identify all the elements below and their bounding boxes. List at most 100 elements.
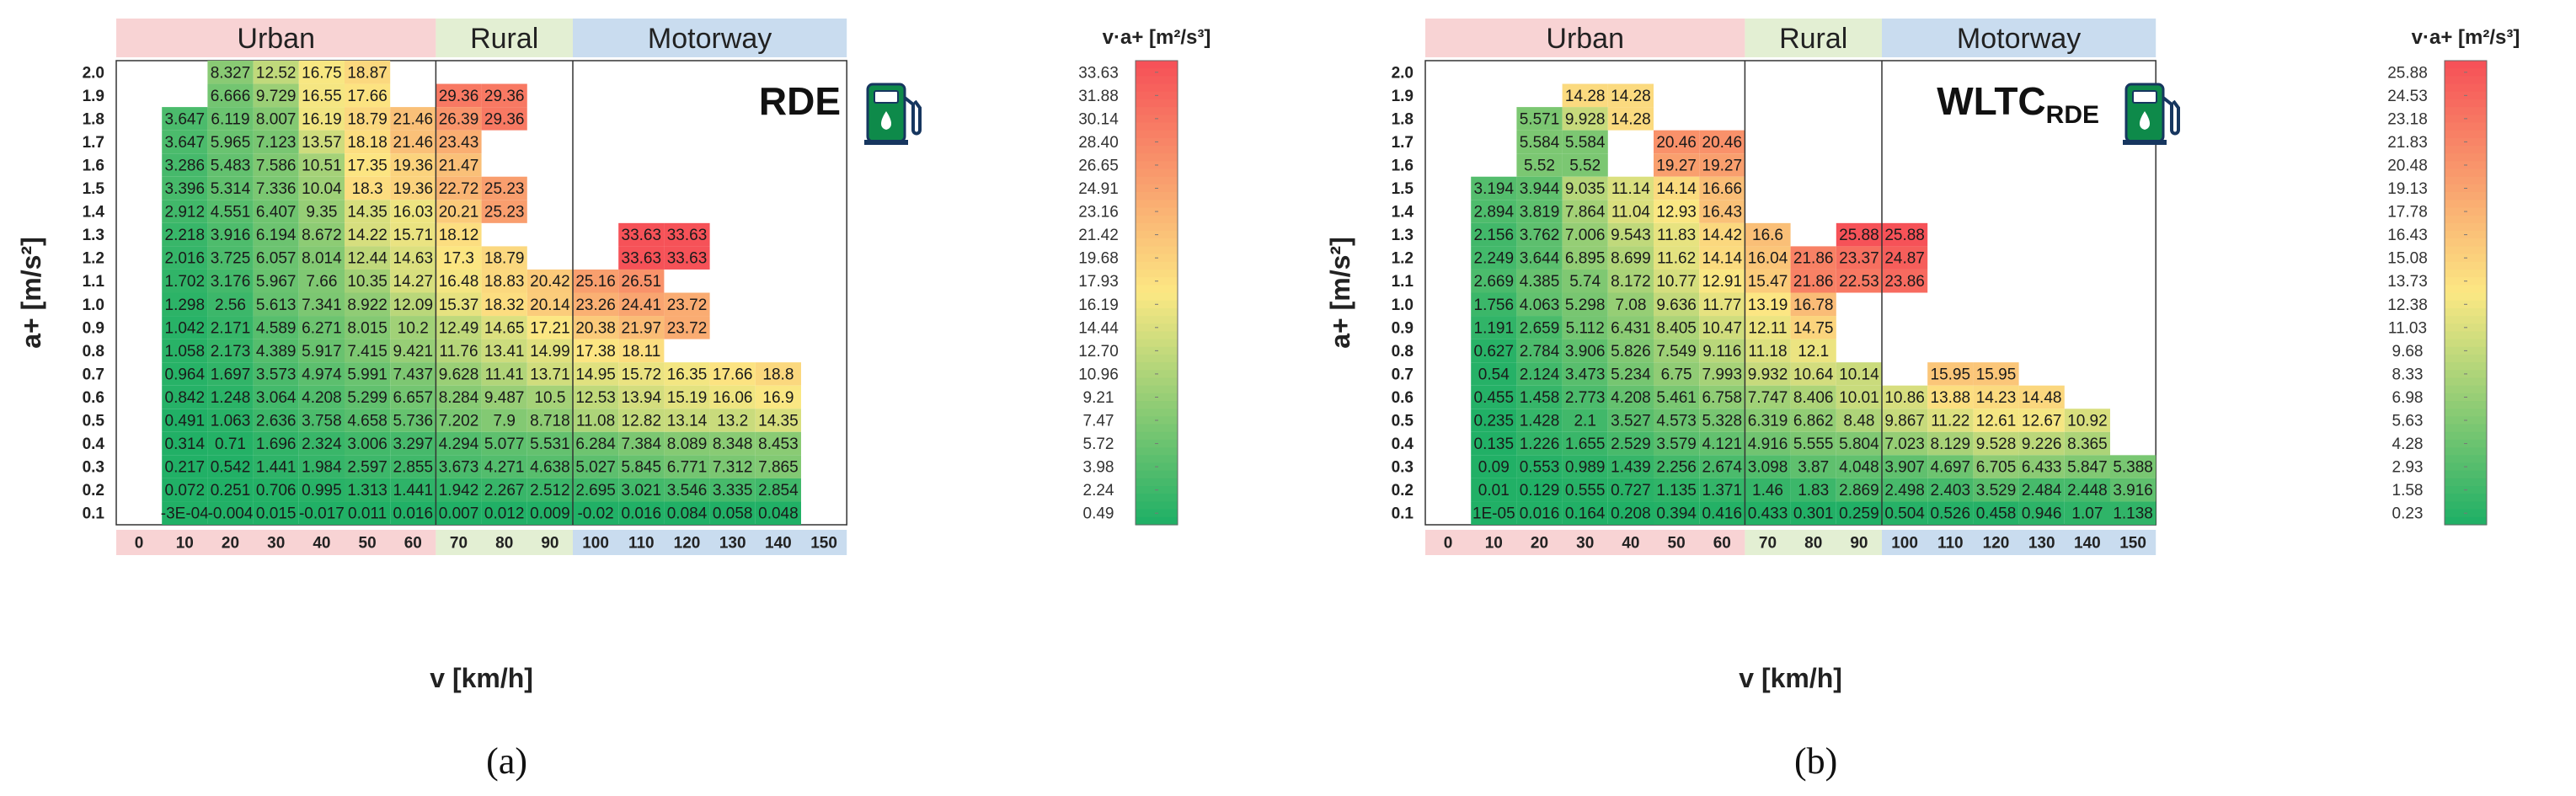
heatmap-cell (253, 292, 299, 317)
heatmap-cell (709, 501, 756, 525)
region-label-motorway: Motorway (1957, 23, 2081, 55)
cell-value: 18.79 (347, 110, 387, 128)
heatmap-cell (1562, 409, 1608, 432)
cell-value: 2.324 (302, 435, 342, 453)
heatmap-cell (253, 176, 299, 200)
y-tick-label: 1.7 (1392, 134, 1414, 152)
cell-value: 2.56 (215, 296, 246, 314)
heatmap-cell (573, 316, 619, 339)
cell-value: 5.388 (2113, 459, 2153, 477)
cell-value: 11.04 (1611, 204, 1651, 222)
heatmap-cell (1471, 292, 1517, 317)
cell-value: 15.72 (622, 366, 662, 383)
heatmap-cell (1471, 478, 1517, 502)
cell-value: 5.483 (211, 157, 251, 174)
heatmap-cell (298, 501, 345, 525)
cell-value: 15.47 (1748, 273, 1788, 291)
cell-value: 6.705 (1976, 459, 2017, 477)
heatmap-cell (436, 269, 482, 293)
cell-value: 13.41 (484, 343, 525, 361)
region-header-motorway (1882, 19, 2156, 57)
cell-value: 0.084 (667, 505, 708, 523)
colorbar-segment (2445, 424, 2487, 433)
cell-value: 16.9 (762, 389, 794, 407)
heatmap-cell (207, 478, 254, 502)
cell-value: 13.57 (302, 134, 342, 152)
colorbar-tick-label: 17.78 (2387, 204, 2428, 222)
cycle-tag: RDE (759, 79, 841, 123)
heatmap-cell (618, 455, 665, 478)
cell-value: 1.441 (256, 459, 297, 477)
cell-value: 16.43 (1702, 204, 1743, 222)
y-tick-label: 0.1 (83, 505, 105, 523)
cell-value: 2.448 (2067, 482, 2108, 500)
heatmap-cell (1607, 455, 1654, 478)
heatmap-cell (1790, 292, 1836, 317)
heatmap-cell (664, 385, 710, 409)
y-tick-label: 0.3 (83, 459, 104, 477)
heatmap-cell (1607, 501, 1654, 525)
heatmap-cell (390, 222, 436, 247)
cell-value: 0.135 (1474, 435, 1515, 453)
heatmap-cell (618, 478, 665, 502)
x-tick-label: 80 (495, 535, 513, 553)
cell-value: 16.78 (1793, 296, 1834, 314)
cell-value: 21.86 (1793, 273, 1834, 291)
cell-value: 16.06 (713, 389, 753, 407)
heatmap-cell (436, 385, 482, 409)
heatmap-cell (1745, 316, 1791, 339)
cell-value: 4.916 (1748, 435, 1788, 453)
y-tick-label: 1.1 (1392, 273, 1414, 291)
x-tick-label: 30 (267, 535, 285, 553)
cell-value: 5.314 (211, 180, 251, 198)
heatmap-cell (345, 316, 391, 339)
cell-value: 2.016 (165, 250, 206, 268)
colorbar-segment (1136, 316, 1178, 324)
colorbar-segment (1136, 61, 1178, 69)
heatmap-cell (436, 455, 482, 478)
y-tick-label: 0.4 (83, 435, 105, 453)
cell-value: 14.14 (1702, 250, 1743, 268)
colorbar-tick-label: 20.48 (2387, 157, 2428, 174)
cell-value: 11.22 (1931, 413, 1969, 430)
heatmap-cell (345, 409, 391, 432)
heatmap-cell (1836, 222, 1882, 247)
heatmap-cell (1654, 176, 1700, 200)
cell-value: 0.217 (165, 459, 206, 477)
cell-value: 0.946 (2022, 505, 2062, 523)
cell-value: 3.87 (1798, 459, 1829, 477)
cell-value: 10.51 (302, 157, 342, 174)
cell-value: 18.83 (484, 273, 525, 291)
heatmap-cell (345, 200, 391, 223)
colorbar-segment (1136, 385, 1178, 394)
cell-value: 1.058 (165, 343, 206, 361)
heatmap-cell (573, 409, 619, 432)
fuel-hose (903, 96, 922, 136)
heatmap-cell (253, 269, 299, 293)
cell-value: 21.46 (393, 134, 434, 152)
heatmap-cell (253, 83, 299, 108)
heatmap-cell (618, 292, 665, 317)
cell-value: 1.428 (1520, 413, 1560, 430)
cycle-tag-main: WLTC (1937, 79, 2045, 123)
cell-value: 23.72 (667, 296, 708, 314)
cycle-tag: WLTCRDE (1937, 79, 2099, 129)
heatmap-cell (2018, 409, 2065, 432)
cell-value: 14.28 (1611, 88, 1651, 105)
cell-value: 5.826 (1611, 343, 1651, 361)
heatmap-cell (618, 222, 665, 247)
heatmap-cell (162, 246, 208, 270)
cell-value: 22.53 (1839, 273, 1879, 291)
cell-value: 0.235 (1474, 413, 1515, 430)
heatmap-cell (345, 455, 391, 478)
heatmap-cell (253, 409, 299, 432)
heatmap-cell (1790, 316, 1836, 339)
cell-value: 3.006 (347, 435, 387, 453)
heatmap-cell (1471, 455, 1517, 478)
colorbar-segment (2445, 246, 2487, 255)
heatmap-cell (526, 455, 573, 478)
cell-value: 14.27 (393, 273, 434, 291)
cell-value: 6.119 (211, 110, 249, 128)
colorbar-segment (2445, 153, 2487, 162)
cell-value: 3.473 (1565, 366, 1606, 383)
